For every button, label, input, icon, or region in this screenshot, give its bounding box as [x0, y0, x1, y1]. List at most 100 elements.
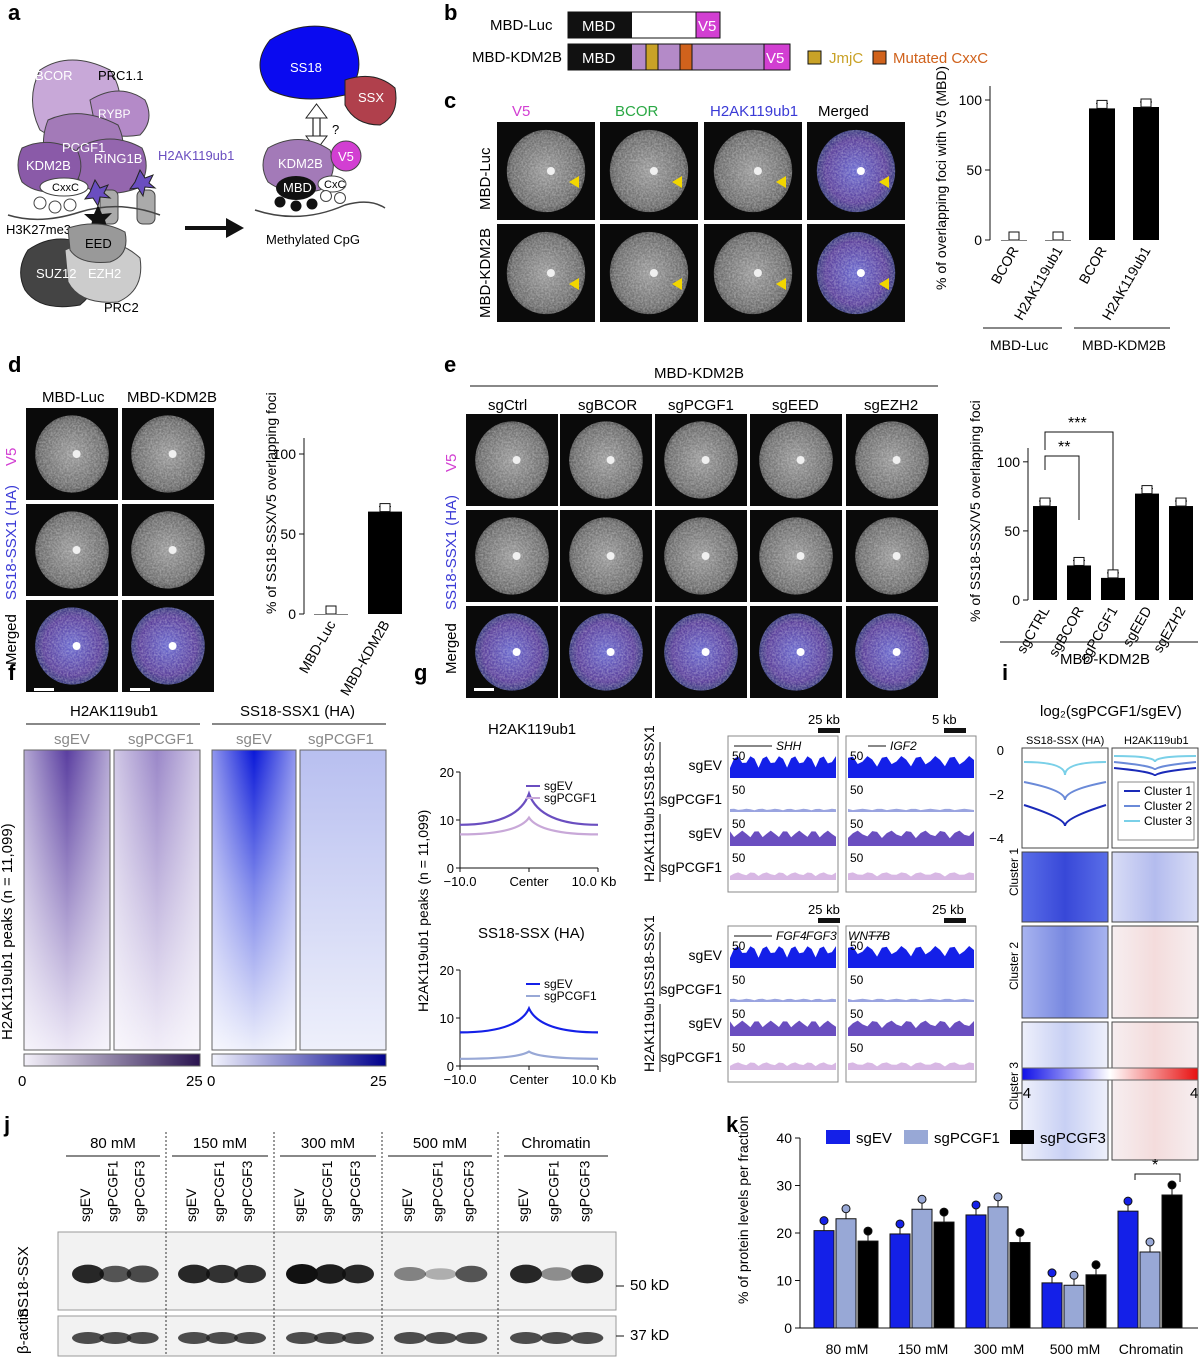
- data-point: [325, 605, 337, 615]
- blot-band: [286, 1264, 318, 1284]
- j-row1: SS18-SSX: [15, 1246, 32, 1318]
- y-tick-label: 100: [273, 446, 297, 462]
- label-prc2: PRC2: [104, 300, 139, 315]
- c-micrograph: [497, 122, 595, 220]
- c-row2: MBD-KDM2B: [477, 228, 494, 318]
- track-scale: 50: [732, 817, 746, 831]
- blot-band: [72, 1264, 104, 1284]
- e-micrograph: [750, 606, 842, 698]
- panel-g: H2AK119ub1 SS18-SSX (HA) H2AK119ub1 peak…: [415, 721, 616, 1087]
- d-row2: SS18-SSX1 (HA): [3, 485, 20, 600]
- track-label: sgEV: [689, 825, 723, 841]
- lane-label: sgEV: [291, 1188, 307, 1222]
- i-ytick-0: 0: [997, 743, 1004, 758]
- blot-band: [72, 1332, 104, 1344]
- coverage-track: [730, 1062, 836, 1070]
- bar: [1101, 577, 1125, 600]
- gene-label: FGF3: [806, 929, 837, 943]
- coverage-track: [848, 946, 974, 968]
- e-col5: sgEZH2: [864, 397, 918, 414]
- d-micrograph: [122, 504, 214, 596]
- panel-i: log₂(sgPCGF1/sgEV) SS18-SSX (HA) H2AK119…: [989, 703, 1199, 1161]
- panel-label-i: i: [1002, 660, 1008, 685]
- track-scale: 50: [850, 939, 864, 953]
- panel-a-schematic: BCOR RYBP PCGF1 RING1B KDM2B CxxC PRC1.1…: [6, 25, 397, 315]
- d-micrograph: [26, 408, 118, 500]
- i-col2: H2AK119ub1: [1124, 735, 1189, 747]
- coverage-track: [730, 830, 836, 846]
- f-ylabel: H2AK119ub1 peaks (n = 11,099): [0, 823, 16, 1040]
- i-heatmap-c1: [1021, 851, 1199, 923]
- x-tick-label: sgEZH2: [1149, 603, 1188, 655]
- e-micrograph: [655, 414, 747, 506]
- eed-blob: [67, 223, 127, 263]
- data-point: [1091, 1260, 1101, 1270]
- panel-f: H2AK119ub1 SS18-SSX1 (HA) sgEV sgPCGF1 s…: [0, 703, 387, 1090]
- y-tick-label: 50: [280, 526, 296, 542]
- track-scale: 50: [850, 749, 864, 763]
- f-heatmap-ss18-sgpcgf1: [299, 749, 387, 1051]
- d-micrograph: [26, 600, 118, 692]
- e-micrograph: [846, 606, 938, 698]
- blot-band: [314, 1264, 346, 1284]
- i-scale: [1021, 1067, 1199, 1081]
- i-cluster3: Cluster 3: [1007, 1062, 1021, 1110]
- label-kdm2b: KDM2B: [26, 158, 71, 173]
- track-scale: 50: [850, 973, 864, 987]
- x-tick-label: 150 mM: [898, 1341, 949, 1357]
- data-point: [379, 503, 391, 513]
- legend-swatch: [1010, 1130, 1034, 1144]
- x-tick-label: Center: [509, 874, 549, 889]
- lane-label: sgPCGF3: [460, 1160, 476, 1222]
- scalebar-label: 25 kb: [808, 902, 840, 917]
- data-point: [1175, 497, 1187, 507]
- d-col1: MBD-Luc: [42, 389, 105, 406]
- c-micrograph: [704, 122, 802, 220]
- data-point: [1047, 1268, 1057, 1278]
- e-micrograph: [466, 414, 558, 506]
- panel-label-g: g: [414, 660, 427, 685]
- blot-band: [540, 1332, 573, 1344]
- panel-j: 80 mM sgEV sgPCGF1 sgPCGF3 150 mM sgEV sgPCGF1…: [15, 1132, 669, 1357]
- f-heatmap-h2a-sgpcgf1: [113, 749, 201, 1051]
- bar: [1033, 506, 1057, 600]
- bar: [1169, 506, 1193, 600]
- x-tick-label: −10.0: [444, 874, 477, 889]
- b-mbd1: MBD: [582, 18, 616, 35]
- x-tick-label: 500 mM: [1050, 1341, 1101, 1357]
- coverage-track: [848, 756, 974, 778]
- e-col4: sgEED: [772, 397, 819, 414]
- lane-label: sgEV: [399, 1188, 415, 1222]
- panel-b: MBD-Luc MBD V5 MBD-KDM2B MBD V5 JmjC Mut…: [472, 11, 988, 71]
- f-col3: sgEV: [236, 731, 272, 748]
- data-point: [1008, 231, 1020, 241]
- y-tick-label: 10: [776, 1273, 792, 1289]
- blot-band: [286, 1332, 318, 1344]
- label-bcor: BCOR: [35, 68, 73, 83]
- j-marker-37: 37 kD: [630, 1327, 669, 1344]
- track-scale: 50: [850, 817, 864, 831]
- k-ylabel: % of protein levels per fraction: [735, 1116, 751, 1304]
- track-label: sgPCGF1: [661, 791, 723, 807]
- e-micrograph: [560, 414, 652, 506]
- arrowhead-icon: [776, 278, 786, 290]
- track-label: sgPCGF1: [661, 981, 723, 997]
- blot-band: [126, 1265, 159, 1283]
- c-col-merged: Merged: [818, 103, 869, 120]
- arrowhead-icon: [879, 278, 889, 290]
- lane-label: sgPCGF3: [239, 1160, 255, 1222]
- y-tick-label: 0: [784, 1320, 792, 1336]
- label-ezh2: EZH2: [88, 266, 121, 281]
- arrowhead-icon: [879, 176, 889, 188]
- label-eed: EED: [85, 236, 112, 251]
- blot-band: [206, 1332, 238, 1344]
- legend-label: sgPCGF1: [544, 989, 597, 1003]
- track-scale: 50: [732, 851, 746, 865]
- track-group: H2AK119ub1: [641, 990, 657, 1072]
- lane-label: sgPCGF1: [430, 1160, 446, 1222]
- e-micrograph: [846, 414, 938, 506]
- label-h3k27me3: H3K27me3: [6, 222, 71, 237]
- ssx-blob: [344, 75, 397, 126]
- track-scale: 50: [732, 1007, 746, 1021]
